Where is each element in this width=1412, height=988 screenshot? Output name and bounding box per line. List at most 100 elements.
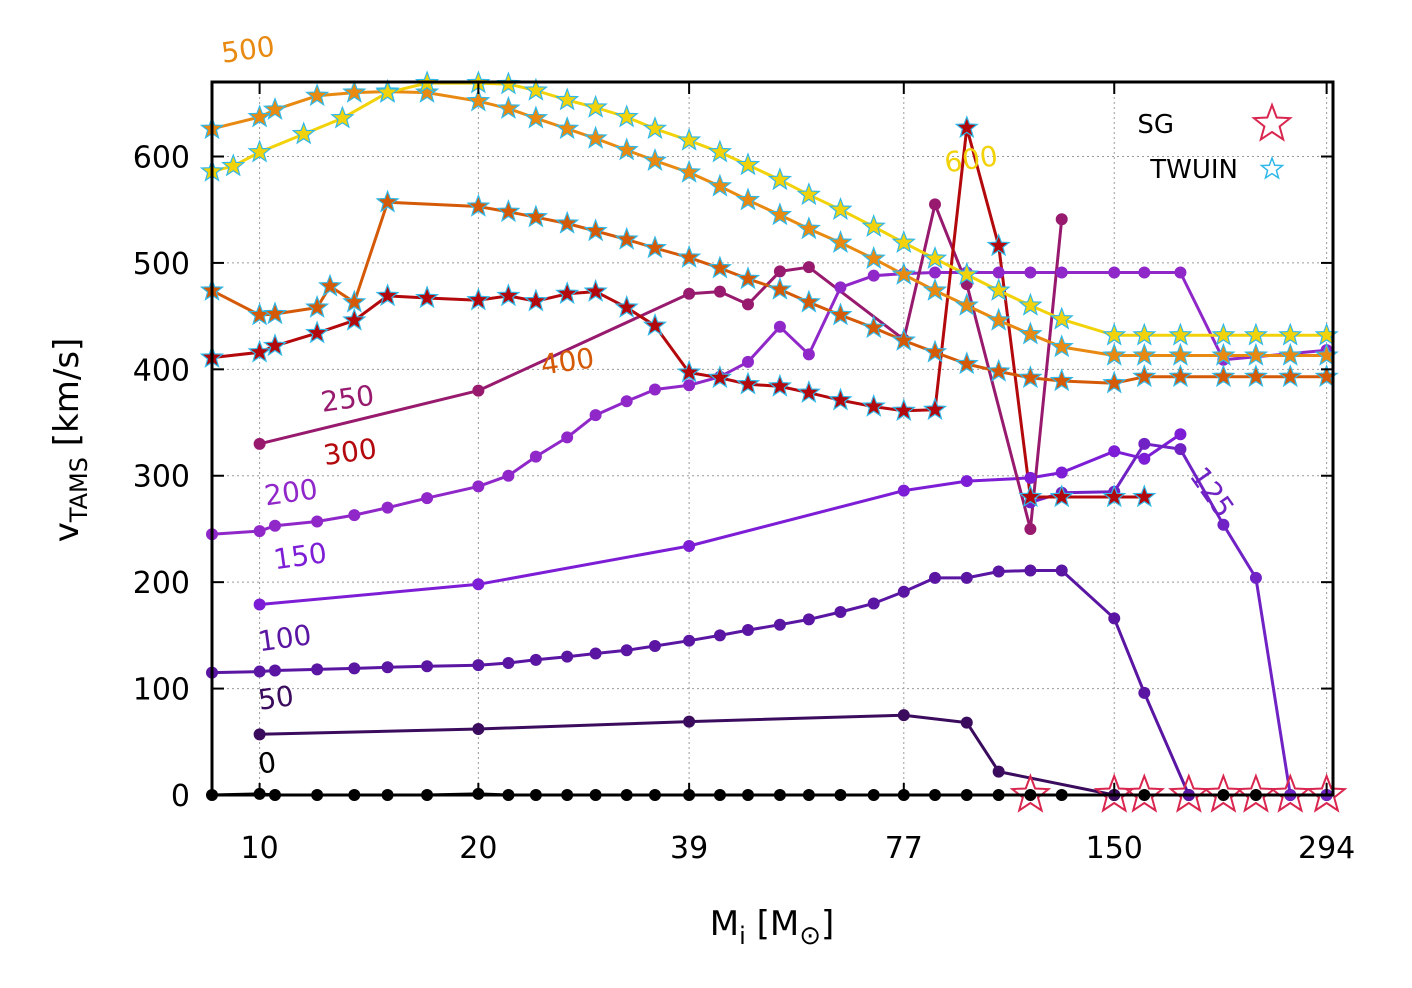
data-point: [561, 431, 574, 444]
data-point: [802, 613, 815, 626]
x-axis-label: Mi [M⊙]: [710, 904, 835, 951]
twuin-point: [796, 289, 821, 313]
data-point: [1138, 452, 1151, 465]
sg-marker: [1305, 773, 1348, 813]
twuin-point: [305, 294, 330, 318]
data-point: [472, 578, 485, 591]
twuin-point: [767, 202, 793, 226]
series-label-600: 600: [942, 139, 1000, 179]
data-point: [648, 640, 661, 653]
twuin-point: [1168, 342, 1193, 366]
data-point: [834, 605, 847, 618]
data-point: [620, 644, 633, 657]
data-point: [381, 501, 394, 514]
twuin-point: [466, 88, 491, 112]
twuin-point: [583, 94, 608, 118]
sg-marker: [1235, 773, 1277, 813]
twuin-point: [677, 244, 702, 268]
data-point: [472, 384, 485, 397]
data-point: [529, 450, 542, 463]
twuin-point: [796, 379, 821, 403]
twuin-point: [707, 139, 733, 163]
twuin-point: [1168, 364, 1193, 388]
series-label-250: 250: [319, 379, 377, 419]
series-line-150: [259, 432, 1182, 606]
twuin-point: [375, 189, 400, 213]
data-point: [1024, 564, 1037, 577]
data-point: [960, 475, 973, 488]
twuin-point: [247, 104, 272, 128]
grid-lines: [212, 82, 1333, 796]
data-point: [1055, 266, 1068, 279]
data-point: [1108, 445, 1121, 458]
data-point: [683, 539, 696, 552]
twuin-point: [496, 283, 521, 307]
y-tick-label: 500: [133, 247, 190, 282]
y-tick-label: 600: [133, 140, 190, 175]
twuin-point: [583, 218, 608, 242]
twuin-point: [986, 358, 1011, 382]
twuin-point: [342, 79, 367, 103]
twuin-point: [891, 261, 916, 285]
data-point: [773, 618, 786, 631]
data-point: [802, 348, 815, 361]
twuin-point: [954, 261, 979, 285]
data-point: [992, 266, 1005, 279]
twuin-point: [1049, 306, 1074, 330]
twuin-point: [1102, 322, 1127, 346]
twuin-point: [1018, 365, 1043, 389]
twuin-point: [247, 139, 272, 163]
data-point: [1024, 522, 1037, 535]
y-tick-label: 200: [133, 566, 190, 601]
twuin-point: [523, 204, 549, 228]
legend: SG TWUIN: [1137, 102, 1293, 185]
data-point: [742, 624, 755, 637]
twuin-point: [735, 371, 761, 395]
data-point: [1024, 471, 1037, 484]
data-point: [253, 437, 266, 450]
sg-marker: [1123, 773, 1166, 813]
data-point: [648, 383, 661, 396]
twuin-point: [828, 387, 853, 411]
twuin-point: [735, 187, 761, 211]
data-point: [620, 395, 633, 408]
data-point: [253, 665, 266, 678]
x-tick-label: 10: [241, 831, 279, 866]
data-point: [1217, 518, 1230, 531]
data-point: [992, 765, 1005, 778]
twuin-point: [767, 167, 793, 191]
legend-label-sg: SG: [1137, 110, 1174, 140]
twuin-point: [1102, 342, 1127, 366]
twuin-point: [614, 226, 639, 250]
twuin-point: [735, 266, 761, 290]
twuin-point: [1018, 484, 1043, 508]
twuin-point: [262, 96, 288, 120]
twuin-point: [986, 277, 1011, 301]
twuin-point: [1168, 322, 1193, 346]
y-tick-label: 400: [133, 353, 190, 388]
twuin-point: [954, 115, 979, 139]
twuin-point: [555, 87, 580, 111]
twuin-point: [1049, 334, 1074, 358]
y-axis-label: vTAMS [km/s]: [47, 338, 93, 543]
twuin-point: [342, 307, 367, 331]
twuin-point: [1211, 342, 1236, 366]
sg-marker: [1269, 773, 1311, 813]
data-point: [253, 598, 266, 611]
series-line-400: [211, 200, 1327, 385]
x-tick-label: 294: [1298, 831, 1355, 866]
x-tick-label: 39: [670, 831, 708, 866]
data-point: [683, 379, 696, 392]
twuin-point: [642, 147, 668, 172]
twuin-point: [583, 278, 608, 302]
data-point: [742, 298, 755, 311]
twuin-point: [262, 333, 288, 357]
twuin-point: [614, 137, 639, 161]
data-point: [897, 585, 910, 598]
series-label-200: 200: [262, 472, 320, 512]
twuin-point: [305, 83, 330, 107]
twuin-point: [861, 245, 886, 269]
data-point: [928, 266, 941, 279]
twuin-point: [414, 285, 440, 309]
series-line-600: [211, 81, 1327, 337]
